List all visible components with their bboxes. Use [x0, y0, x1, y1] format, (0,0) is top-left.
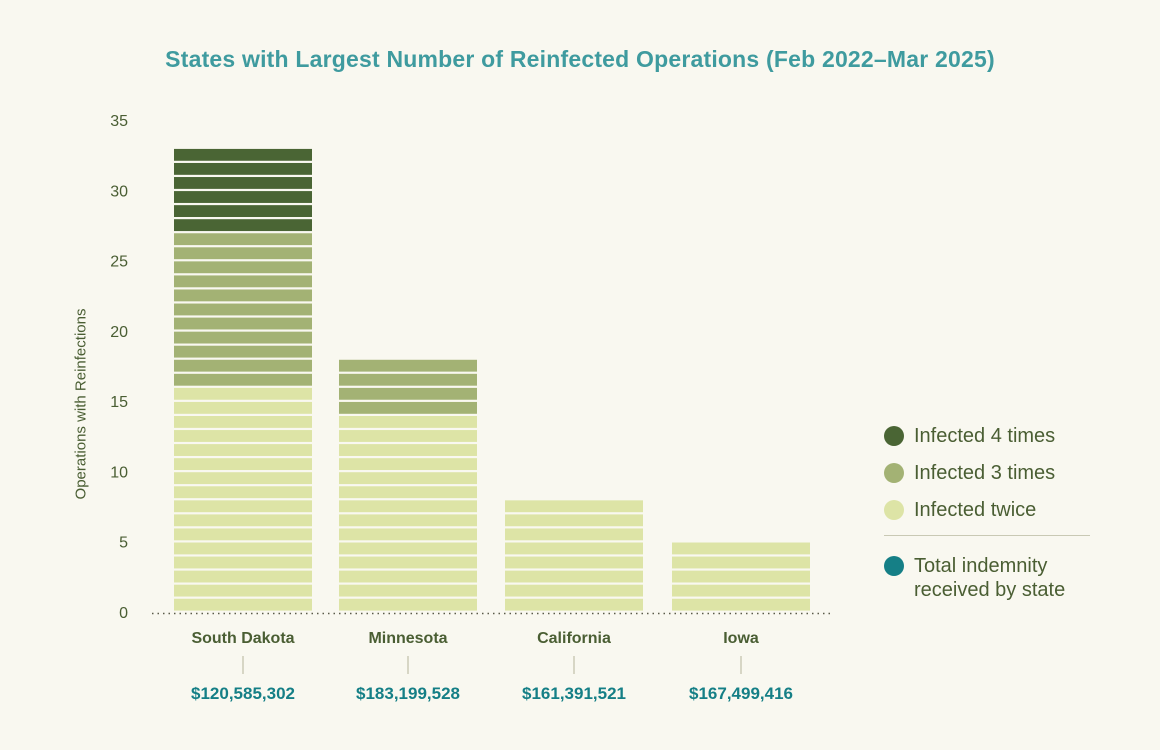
- bar-segment-infected-twice: [174, 500, 312, 513]
- bar-segment-infected-twice: [339, 542, 477, 555]
- bar-segment-infected-twice: [505, 528, 643, 541]
- bar-segment-infected-twice: [174, 514, 312, 527]
- bar-segment-infected-twice: [672, 570, 810, 583]
- bar-segment-infected-twice: [174, 416, 312, 428]
- bar-segment-infected-twice: [174, 458, 312, 471]
- bar-segment-infected-4-times: [174, 162, 312, 175]
- bar-segment-infected-twice: [505, 598, 643, 611]
- y-tick-label: 15: [110, 394, 128, 411]
- bar-segment-infected-twice: [339, 598, 477, 611]
- bar-segment-infected-3-times: [174, 359, 312, 372]
- bar-segment-infected-twice: [339, 570, 477, 583]
- bar-segment-infected-3-times: [174, 233, 312, 246]
- y-tick-label: 25: [110, 254, 128, 271]
- bar-segment-infected-3-times: [174, 317, 312, 330]
- bar-segment-infected-twice: [339, 458, 477, 471]
- indemnity-label: $120,585,302: [191, 684, 295, 703]
- y-tick-label: 30: [110, 183, 128, 200]
- bar-segment-infected-twice: [174, 584, 312, 597]
- legend: Infected 4 times Infected 3 times Infect…: [884, 424, 1094, 602]
- bar-segment-infected-twice: [339, 486, 477, 499]
- legend-item-total-indemnity: Total indemnity received by state: [884, 554, 1094, 602]
- bar-segment-infected-twice: [174, 570, 312, 583]
- bar-segment-infected-3-times: [174, 331, 312, 344]
- bar-segment-infected-twice: [174, 542, 312, 555]
- legend-label-infected-twice: Infected twice: [914, 499, 1037, 521]
- bar-segment-infected-twice: [672, 584, 810, 597]
- legend-label-total-indemnity: Total indemnity received by state: [914, 555, 1066, 601]
- x-tick-label: Minnesota: [368, 630, 447, 647]
- bar-segment-infected-twice: [174, 387, 312, 400]
- x-tick-label: South Dakota: [191, 630, 294, 647]
- bar-segment-infected-4-times: [174, 205, 312, 217]
- legend-divider: [884, 535, 1090, 536]
- bar-segment-infected-twice: [174, 556, 312, 569]
- bar-segment-infected-twice: [174, 528, 312, 541]
- bar-segment-infected-twice: [505, 542, 643, 555]
- bar-segment-infected-twice: [505, 556, 643, 569]
- bar-segment-infected-3-times: [174, 261, 312, 274]
- bar-segment-infected-3-times: [174, 275, 312, 288]
- legend-item-infected-4: Infected 4 times: [884, 424, 1094, 461]
- legend-swatch-infected-3: [884, 463, 904, 483]
- bar-segment-infected-twice: [505, 514, 643, 527]
- bar-segment-infected-twice: [174, 401, 312, 414]
- bar-segment-infected-twice: [174, 598, 312, 611]
- legend-label-infected-3: Infected 3 times: [914, 462, 1056, 484]
- bar-segment-infected-3-times: [174, 345, 312, 358]
- y-tick-label: 5: [119, 535, 128, 552]
- indemnity-label: $167,499,416: [689, 684, 793, 703]
- bar-segment-infected-twice: [505, 584, 643, 597]
- bar-segment-infected-twice: [174, 444, 312, 456]
- bar-segment-infected-4-times: [174, 191, 312, 203]
- y-tick-label: 35: [110, 113, 128, 130]
- legend-swatch-infected-twice: [884, 500, 904, 520]
- bar-segment-infected-3-times: [174, 303, 312, 316]
- bar-segment-infected-twice: [174, 486, 312, 499]
- bar-segment-infected-twice: [339, 430, 477, 442]
- legend-swatch-infected-4: [884, 426, 904, 446]
- indemnity-label: $183,199,528: [356, 684, 460, 703]
- bar-segment-infected-twice: [339, 584, 477, 597]
- bar-segment-infected-twice: [174, 472, 312, 485]
- bar-segment-infected-twice: [339, 444, 477, 456]
- bar-segment-infected-3-times: [339, 359, 477, 372]
- bar-segment-infected-twice: [672, 598, 810, 611]
- legend-item-infected-3: Infected 3 times: [884, 461, 1094, 498]
- bar-segment-infected-4-times: [174, 177, 312, 189]
- bar-segment-infected-twice: [174, 430, 312, 442]
- bar-segment-infected-4-times: [174, 219, 312, 232]
- legend-label-infected-4: Infected 4 times: [914, 425, 1056, 447]
- y-tick-label: 20: [110, 324, 128, 341]
- bar-segment-infected-4-times: [174, 148, 312, 161]
- bar-segment-infected-3-times: [339, 401, 477, 414]
- bar-segment-infected-3-times: [174, 289, 312, 302]
- y-tick-label: 10: [110, 464, 128, 481]
- bar-segment-infected-twice: [339, 528, 477, 541]
- bar-segment-infected-twice: [505, 570, 643, 583]
- bar-segment-infected-3-times: [174, 373, 312, 386]
- legend-item-infected-twice: Infected twice: [884, 498, 1094, 535]
- bar-segment-infected-twice: [339, 416, 477, 428]
- x-tick-label: Iowa: [723, 630, 759, 647]
- x-tick-label: California: [537, 630, 611, 647]
- bar-segment-infected-3-times: [339, 373, 477, 386]
- indemnity-label: $161,391,521: [522, 684, 626, 703]
- chart-title: States with Largest Number of Reinfected…: [165, 46, 995, 72]
- bar-segment-infected-twice: [339, 514, 477, 527]
- bar-segment-infected-twice: [672, 542, 810, 555]
- bar-segment-infected-twice: [505, 500, 643, 513]
- bar-segment-infected-twice: [672, 556, 810, 569]
- bar-segment-infected-twice: [339, 472, 477, 485]
- bar-segment-infected-twice: [339, 500, 477, 513]
- legend-swatch-total-indemnity: [884, 556, 904, 576]
- bar-segment-infected-3-times: [339, 387, 477, 400]
- bar-segment-infected-3-times: [174, 247, 312, 260]
- bar-segment-infected-twice: [339, 556, 477, 569]
- y-tick-label: 0: [119, 605, 128, 622]
